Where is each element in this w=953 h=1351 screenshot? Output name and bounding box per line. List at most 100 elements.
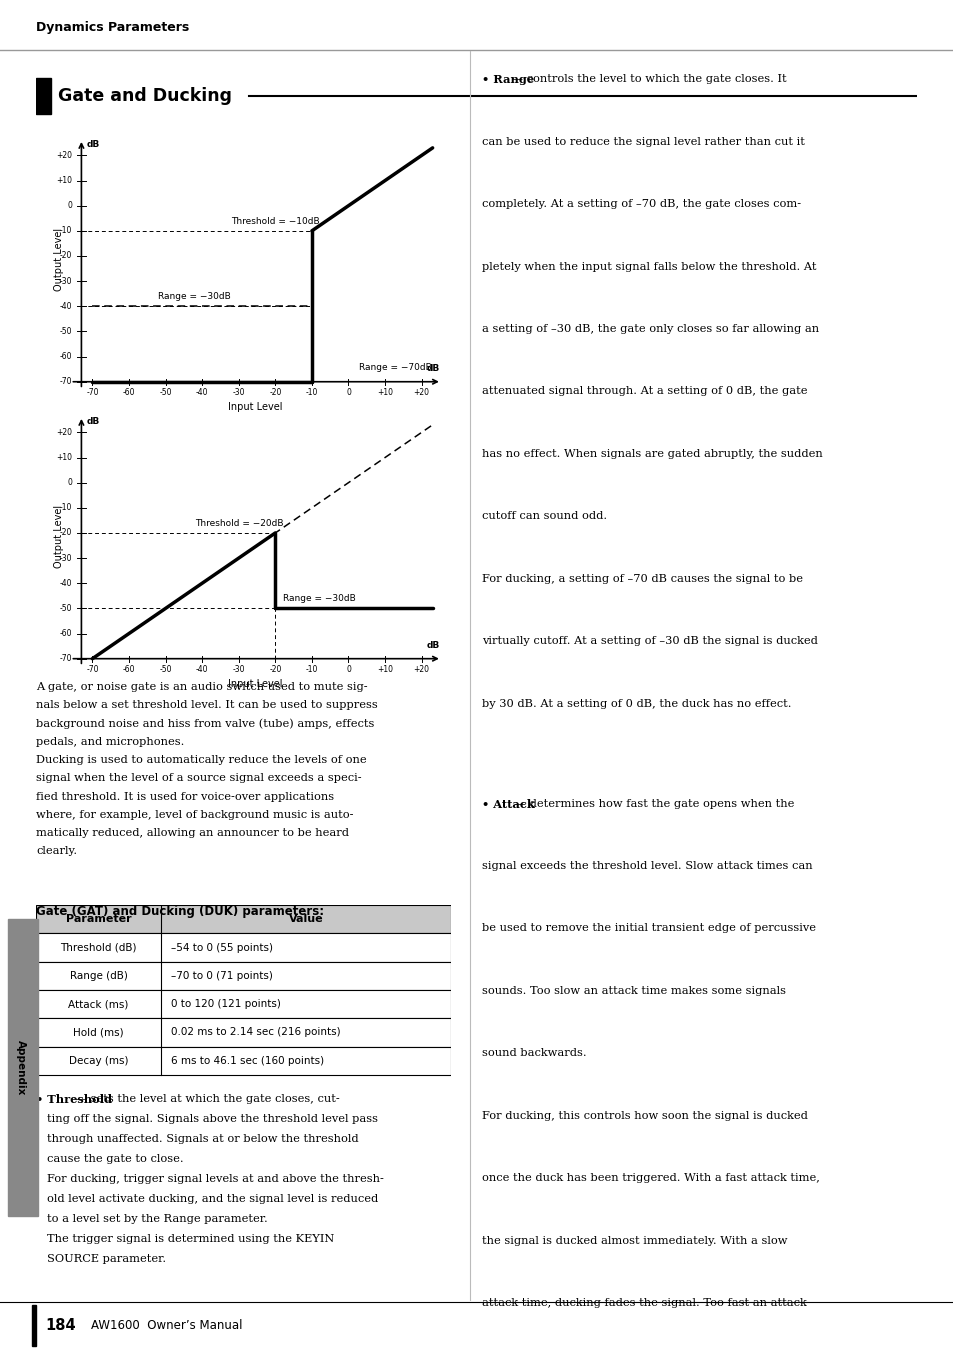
Text: 6 ms to 46.1 sec (160 points): 6 ms to 46.1 sec (160 points) xyxy=(171,1055,324,1066)
Text: -60: -60 xyxy=(60,630,72,638)
Text: — controls the level to which the gate closes. It: — controls the level to which the gate c… xyxy=(507,74,785,84)
Text: Threshold = −20dB: Threshold = −20dB xyxy=(194,519,283,528)
Text: -40: -40 xyxy=(60,301,72,311)
Text: Attack (ms): Attack (ms) xyxy=(69,1000,129,1009)
Text: completely. At a setting of –70 dB, the gate closes com-: completely. At a setting of –70 dB, the … xyxy=(481,199,801,209)
Text: • Range: • Range xyxy=(481,74,534,85)
Text: Value: Value xyxy=(289,915,323,924)
Text: fied threshold. It is used for voice-over applications: fied threshold. It is used for voice-ove… xyxy=(36,792,335,801)
Text: clearly.: clearly. xyxy=(36,846,77,857)
Bar xyxy=(36,77,51,115)
Text: by 30 dB. At a setting of 0 dB, the duck has no effect.: by 30 dB. At a setting of 0 dB, the duck… xyxy=(481,698,790,709)
Text: -10: -10 xyxy=(305,665,317,674)
Text: Input Level: Input Level xyxy=(228,678,282,689)
Text: -30: -30 xyxy=(233,388,245,397)
Bar xyxy=(36,962,451,990)
Text: -10: -10 xyxy=(60,227,72,235)
Text: Appendix: Appendix xyxy=(16,1040,27,1094)
Text: -70: -70 xyxy=(86,388,98,397)
Text: to a level set by the Range parameter.: to a level set by the Range parameter. xyxy=(47,1215,267,1224)
Bar xyxy=(32,1305,36,1346)
Text: The trigger signal is determined using the KEYIN: The trigger signal is determined using t… xyxy=(47,1233,334,1244)
Text: signal when the level of a source signal exceeds a speci-: signal when the level of a source signal… xyxy=(36,773,361,784)
Text: +10: +10 xyxy=(56,176,72,185)
Text: 0: 0 xyxy=(68,201,72,211)
Bar xyxy=(36,934,451,962)
Text: Gate (GAT) and Ducking (DUK) parameters:: Gate (GAT) and Ducking (DUK) parameters: xyxy=(36,905,324,919)
Text: +20: +20 xyxy=(56,428,72,436)
Text: pletely when the input signal falls below the threshold. At: pletely when the input signal falls belo… xyxy=(481,262,816,272)
Bar xyxy=(36,1019,451,1047)
Text: Hold (ms): Hold (ms) xyxy=(73,1027,124,1038)
Text: matically reduced, allowing an announcer to be heard: matically reduced, allowing an announcer… xyxy=(36,828,349,838)
Text: • Threshold: • Threshold xyxy=(36,1094,112,1105)
Text: 0: 0 xyxy=(346,665,351,674)
Text: Input Level: Input Level xyxy=(228,401,282,412)
Bar xyxy=(36,1047,451,1075)
Text: -10: -10 xyxy=(305,388,317,397)
Text: +20: +20 xyxy=(414,665,429,674)
Text: nals below a set threshold level. It can be used to suppress: nals below a set threshold level. It can… xyxy=(36,700,377,711)
Text: SOURCE parameter.: SOURCE parameter. xyxy=(47,1254,166,1263)
Text: Dynamics Parameters: Dynamics Parameters xyxy=(36,20,190,34)
Text: — determines how fast the gate opens when the: — determines how fast the gate opens whe… xyxy=(511,798,794,809)
Text: Range (dB): Range (dB) xyxy=(70,971,128,981)
Text: 0.02 ms to 2.14 sec (216 points): 0.02 ms to 2.14 sec (216 points) xyxy=(171,1027,340,1038)
Text: -20: -20 xyxy=(60,528,72,538)
Text: +20: +20 xyxy=(414,388,429,397)
Text: -60: -60 xyxy=(60,353,72,361)
Text: –70 to 0 (71 points): –70 to 0 (71 points) xyxy=(171,971,273,981)
Text: –54 to 0 (55 points): –54 to 0 (55 points) xyxy=(171,943,273,952)
Text: virtually cutoff. At a setting of –30 dB the signal is ducked: virtually cutoff. At a setting of –30 dB… xyxy=(481,636,817,646)
Text: AW1600  Owner’s Manual: AW1600 Owner’s Manual xyxy=(91,1319,242,1332)
Text: For ducking, this controls how soon the signal is ducked: For ducking, this controls how soon the … xyxy=(481,1111,807,1121)
Text: -40: -40 xyxy=(195,388,208,397)
Text: -30: -30 xyxy=(233,665,245,674)
Text: +10: +10 xyxy=(376,388,393,397)
Text: cutoff can sound odd.: cutoff can sound odd. xyxy=(481,512,606,521)
Text: Parameter: Parameter xyxy=(66,915,132,924)
Text: pedals, and microphones.: pedals, and microphones. xyxy=(36,736,185,747)
Text: 0: 0 xyxy=(68,478,72,488)
Text: -40: -40 xyxy=(60,578,72,588)
Text: Decay (ms): Decay (ms) xyxy=(69,1055,128,1066)
Text: Threshold (dB): Threshold (dB) xyxy=(60,943,136,952)
Text: has no effect. When signals are gated abruptly, the sudden: has no effect. When signals are gated ab… xyxy=(481,449,821,459)
Text: 0 to 120 (121 points): 0 to 120 (121 points) xyxy=(171,1000,281,1009)
Text: Range = −30dB: Range = −30dB xyxy=(282,594,355,604)
Text: — sets the level at which the gate closes, cut-: — sets the level at which the gate close… xyxy=(71,1094,339,1104)
Bar xyxy=(36,905,451,934)
Text: old level activate ducking, and the signal level is reduced: old level activate ducking, and the sign… xyxy=(47,1194,377,1204)
Text: attenuated signal through. At a setting of 0 dB, the gate: attenuated signal through. At a setting … xyxy=(481,386,806,396)
Text: background noise and hiss from valve (tube) amps, effects: background noise and hiss from valve (tu… xyxy=(36,719,375,730)
Text: -50: -50 xyxy=(60,604,72,613)
Text: -30: -30 xyxy=(60,277,72,285)
Text: -30: -30 xyxy=(60,554,72,562)
Text: cause the gate to close.: cause the gate to close. xyxy=(47,1154,183,1165)
Text: -70: -70 xyxy=(60,654,72,663)
Text: dB: dB xyxy=(426,363,439,373)
Text: signal exceeds the threshold level. Slow attack times can: signal exceeds the threshold level. Slow… xyxy=(481,861,812,871)
Text: Output Level: Output Level xyxy=(54,505,65,569)
Text: can be used to reduce the signal level rather than cut it: can be used to reduce the signal level r… xyxy=(481,136,803,147)
Text: A gate, or noise gate is an audio switch used to mute sig-: A gate, or noise gate is an audio switch… xyxy=(36,682,368,692)
Text: -50: -50 xyxy=(159,388,172,397)
Text: 0: 0 xyxy=(346,388,351,397)
Text: sounds. Too slow an attack time makes some signals: sounds. Too slow an attack time makes so… xyxy=(481,986,785,996)
Text: Threshold = −10dB: Threshold = −10dB xyxy=(232,216,319,226)
Text: -70: -70 xyxy=(86,665,98,674)
Text: -60: -60 xyxy=(123,665,135,674)
Text: For ducking, trigger signal levels at and above the thresh-: For ducking, trigger signal levels at an… xyxy=(47,1174,383,1183)
Text: Range = −30dB: Range = −30dB xyxy=(158,292,231,301)
Text: -20: -20 xyxy=(269,388,281,397)
Text: a setting of –30 dB, the gate only closes so far allowing an: a setting of –30 dB, the gate only close… xyxy=(481,324,818,334)
Text: where, for example, level of background music is auto-: where, for example, level of background … xyxy=(36,809,354,820)
Text: • Attack: • Attack xyxy=(481,798,534,809)
Text: Output Level: Output Level xyxy=(54,228,65,292)
Text: -70: -70 xyxy=(60,377,72,386)
Bar xyxy=(36,990,451,1019)
Text: attack time, ducking fades the signal. Too fast an attack: attack time, ducking fades the signal. T… xyxy=(481,1298,805,1308)
Text: be used to remove the initial transient edge of percussive: be used to remove the initial transient … xyxy=(481,924,815,934)
Text: Ducking is used to automatically reduce the levels of one: Ducking is used to automatically reduce … xyxy=(36,755,367,765)
Text: Range = −70dB: Range = −70dB xyxy=(359,362,432,372)
